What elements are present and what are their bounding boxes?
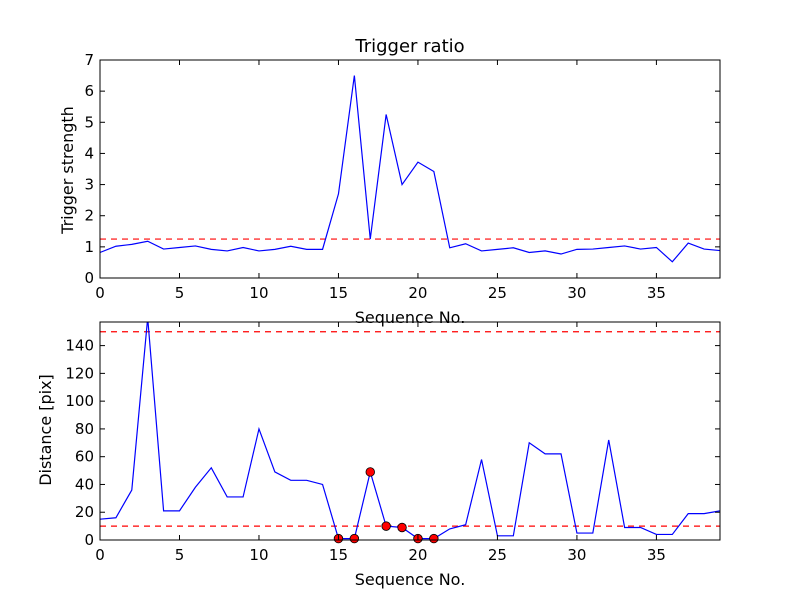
data-point [397,522,407,533]
data-point [365,467,375,477]
data-point [429,533,439,544]
x-tick-label: 10 [249,284,268,302]
y-axis-label: Trigger strength [58,106,77,235]
y-tick-label: 1 [84,238,94,256]
y-tick-label: 40 [75,475,94,493]
plot-area: 0 5 10 15 20 25 30 35 0 20 40 60 80 100 120 140 [65,321,721,564]
x-tick-label: 30 [567,546,586,564]
x-tick-label: 10 [249,546,268,564]
data-layer [100,75,720,263]
x-tick-label: 5 [175,546,185,564]
y-tick-label: 6 [84,82,94,100]
series-line [100,75,720,263]
y-tick-label: 2 [84,207,94,225]
x-tick-label: 5 [175,284,185,302]
x-axis-label: Sequence No. [355,308,466,327]
y-tick-label: 80 [75,420,94,438]
y-tick-label: 20 [75,503,94,521]
y-tick-label: 60 [75,448,94,466]
x-tick-label: 20 [408,284,427,302]
x-tick-label: 35 [647,546,666,564]
y-tick-label: 7 [84,51,94,69]
data-layer [100,322,720,540]
plot-frame [99,59,721,279]
chart-title: Trigger ratio [354,36,464,57]
plot-area: 0 5 10 15 20 25 30 35 0 1 2 3 4 5 6 7 [84,51,721,302]
x-tick-label: 15 [329,546,348,564]
y-axis-label: Distance [pix] [36,374,55,486]
x-tick-label: 25 [488,284,507,302]
y-tick-label: 120 [65,364,94,382]
x-axis-label: Sequence No. [355,570,466,589]
data-point [349,533,360,544]
x-tick-label: 35 [647,284,666,302]
data-point [381,521,391,531]
y-tick-label: 140 [65,337,94,355]
x-tick-label: 20 [408,546,427,564]
y-tick-label: 0 [84,531,94,549]
y-tick-label: 100 [65,392,94,410]
x-tick-label: 0 [95,546,105,564]
y-tick-label: 3 [84,176,94,194]
trigger-ratio-panel: Trigger ratio Trigger strength Sequence … [58,36,721,327]
x-tick-label: 25 [488,546,507,564]
y-tick-label: 4 [84,144,94,162]
series-line [100,322,720,540]
x-tick-label: 15 [329,284,348,302]
distance-panel: Distance [pix] Sequence No. 0 5 10 15 20 25 30… [36,321,721,589]
y-tick-label: 0 [84,269,94,287]
y-tick-label: 5 [84,113,94,131]
plot-frame [99,321,721,541]
x-tick-label: 0 [95,284,105,302]
x-tick-label: 30 [567,284,586,302]
